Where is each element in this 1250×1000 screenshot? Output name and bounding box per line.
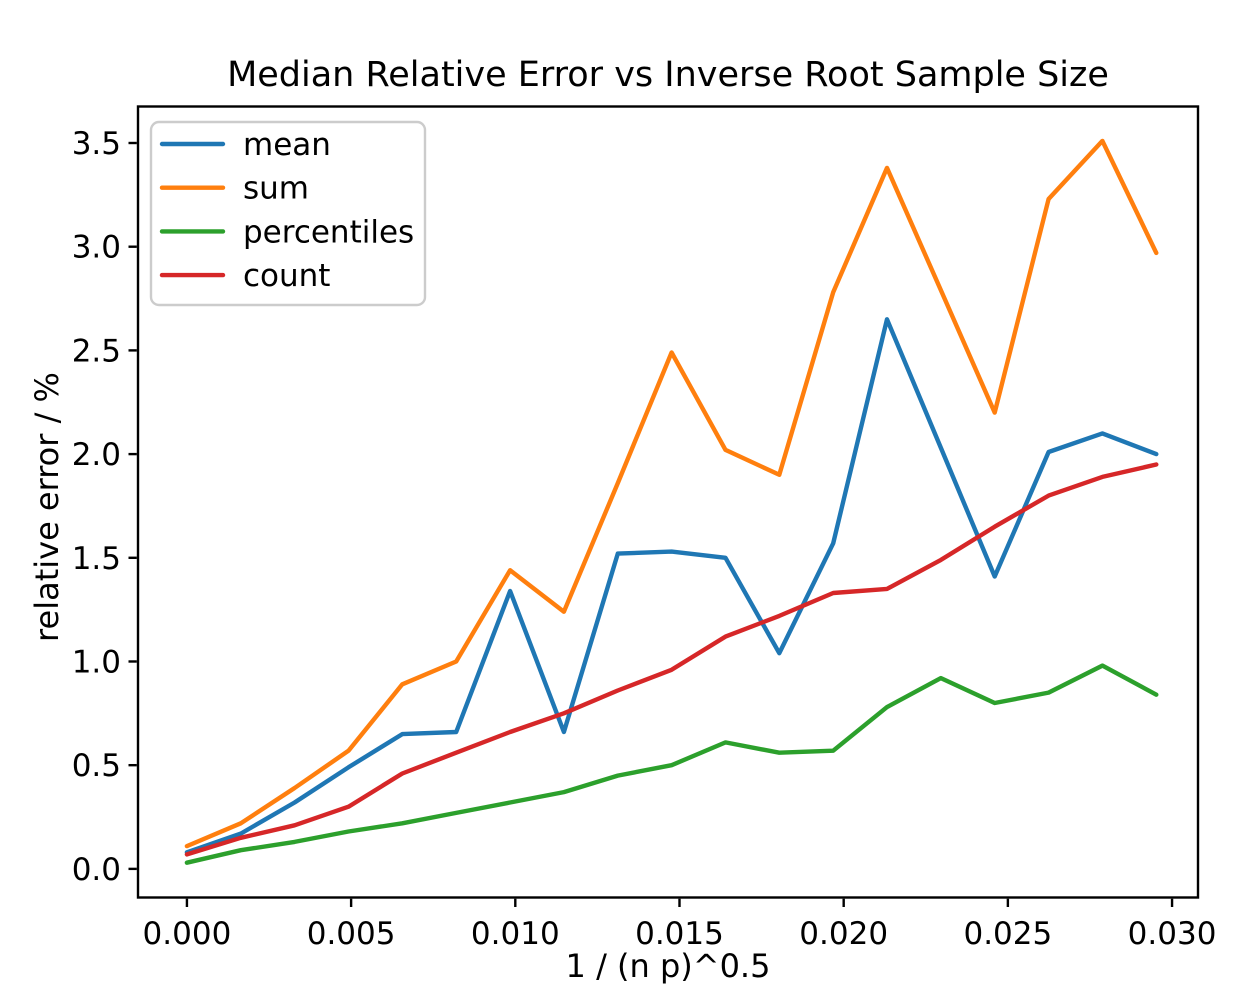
chart-title: Median Relative Error vs Inverse Root Sa… — [227, 55, 1109, 95]
legend-label-sum: sum — [243, 171, 309, 207]
y-tick-label: 0.0 — [72, 852, 121, 888]
y-tick-label: 3.5 — [72, 126, 121, 162]
legend-label-mean: mean — [243, 127, 331, 163]
y-tick-label: 1.0 — [72, 644, 121, 680]
y-tick-label: 2.5 — [72, 333, 121, 369]
x-tick-label: 0.000 — [143, 916, 232, 952]
series-line-mean — [184, 317, 1159, 855]
x-tick-label: 0.015 — [635, 916, 724, 952]
series-line-count — [184, 462, 1159, 857]
x-axis-label: 1 / (n p)^0.5 — [565, 947, 771, 985]
x-tick-label: 0.030 — [1128, 916, 1217, 952]
series-line-sum — [184, 138, 1159, 849]
legend-label-count: count — [243, 258, 330, 294]
y-tick-label: 2.0 — [72, 437, 121, 473]
legend-label-percentiles: percentiles — [243, 214, 414, 250]
y-tick-label: 1.5 — [72, 541, 121, 577]
legend-box — [149, 120, 427, 307]
x-tick-label: 0.020 — [799, 916, 888, 952]
y-tick-label: 3.0 — [72, 230, 121, 266]
series-line-percentiles — [184, 663, 1159, 865]
y-axis-label: relative error / % — [28, 372, 66, 642]
plot-border — [136, 105, 1200, 899]
x-tick-label: 0.010 — [471, 916, 560, 952]
y-tick-label: 0.5 — [72, 748, 121, 784]
x-tick-label: 0.005 — [307, 916, 396, 952]
x-tick-label: 0.025 — [963, 916, 1052, 952]
